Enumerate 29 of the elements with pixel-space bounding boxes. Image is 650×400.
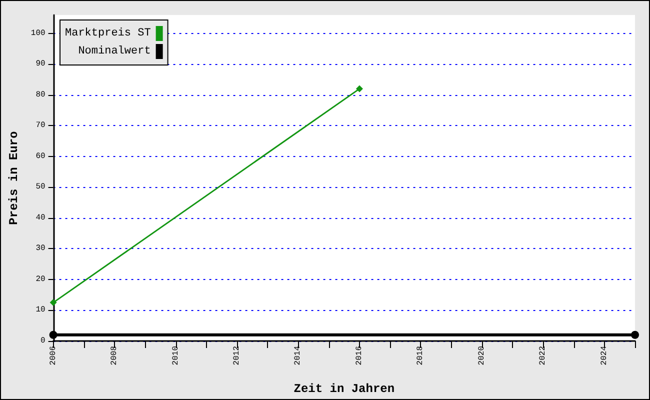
point <box>50 299 57 306</box>
legend-label: Nominalwert <box>78 46 151 58</box>
x-tick-label: 2018 <box>416 346 426 366</box>
y-tick-label: 90 <box>36 60 46 69</box>
y-tick-label: 80 <box>36 90 46 100</box>
x-tick-label: 2010 <box>171 346 180 366</box>
x-tick-label: 2020 <box>477 346 486 366</box>
y-tick-label: 60 <box>36 152 46 161</box>
x-tick-label: 2012 <box>232 346 242 366</box>
x-tick-label: 2016 <box>354 346 364 366</box>
legend-label: Marktpreis ST <box>64 28 152 40</box>
point <box>356 85 363 92</box>
y-tick-label: 10 <box>36 306 46 315</box>
point <box>49 330 58 339</box>
point <box>631 330 639 339</box>
y-tick-label: 100 <box>30 28 46 38</box>
x-tick-label: 2006 <box>48 346 58 366</box>
x-tick-label: 2014 <box>294 346 303 366</box>
y-axis-title: Preis in Euro <box>7 131 21 225</box>
x-axis-title: Zeit in Jahren <box>294 382 395 396</box>
y-tick-label: 0 <box>40 336 46 346</box>
y-tick-label: 20 <box>36 274 46 284</box>
y-tick-label: 40 <box>36 213 46 222</box>
y-tick-label: 30 <box>36 244 46 254</box>
x-tick-label: 2022 <box>538 346 548 366</box>
x-tick-label: 2008 <box>110 346 120 366</box>
x-tick-label: 2024 <box>600 346 609 366</box>
y-tick-label: 50 <box>36 182 46 192</box>
y-tick-label: 70 <box>36 121 46 130</box>
